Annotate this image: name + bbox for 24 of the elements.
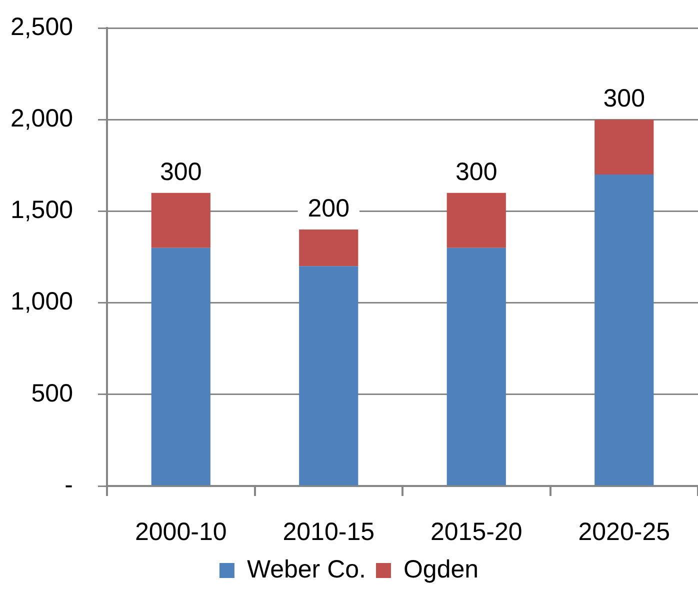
y-tick-label: 1,500 [10,196,73,224]
bar [299,230,358,266]
y-tick-label: 2,000 [10,104,73,132]
y-tick-label: - [64,470,73,499]
bar [299,266,358,486]
data-label: 300 [603,84,645,112]
bar [151,248,210,486]
y-tick-label: 500 [31,379,73,408]
bar [446,248,506,486]
data-label: 300 [160,158,202,186]
bar [594,120,654,175]
bar [151,192,210,248]
x-tick-label: 2010-15 [282,518,374,546]
bar [594,174,654,486]
y-tick-label: 2,500 [10,12,73,41]
data-label: 300 [456,158,498,186]
data-label: 200 [308,194,350,222]
x-tick-label: 2015-20 [430,518,522,546]
bar [446,192,506,248]
y-tick-label: 1,000 [10,288,73,316]
x-tick-label: 2000-10 [135,518,227,546]
legend-label: Ogden [403,555,479,584]
x-tick-label: 2020-25 [578,518,670,546]
legend-label: Weber Co. [246,555,366,584]
